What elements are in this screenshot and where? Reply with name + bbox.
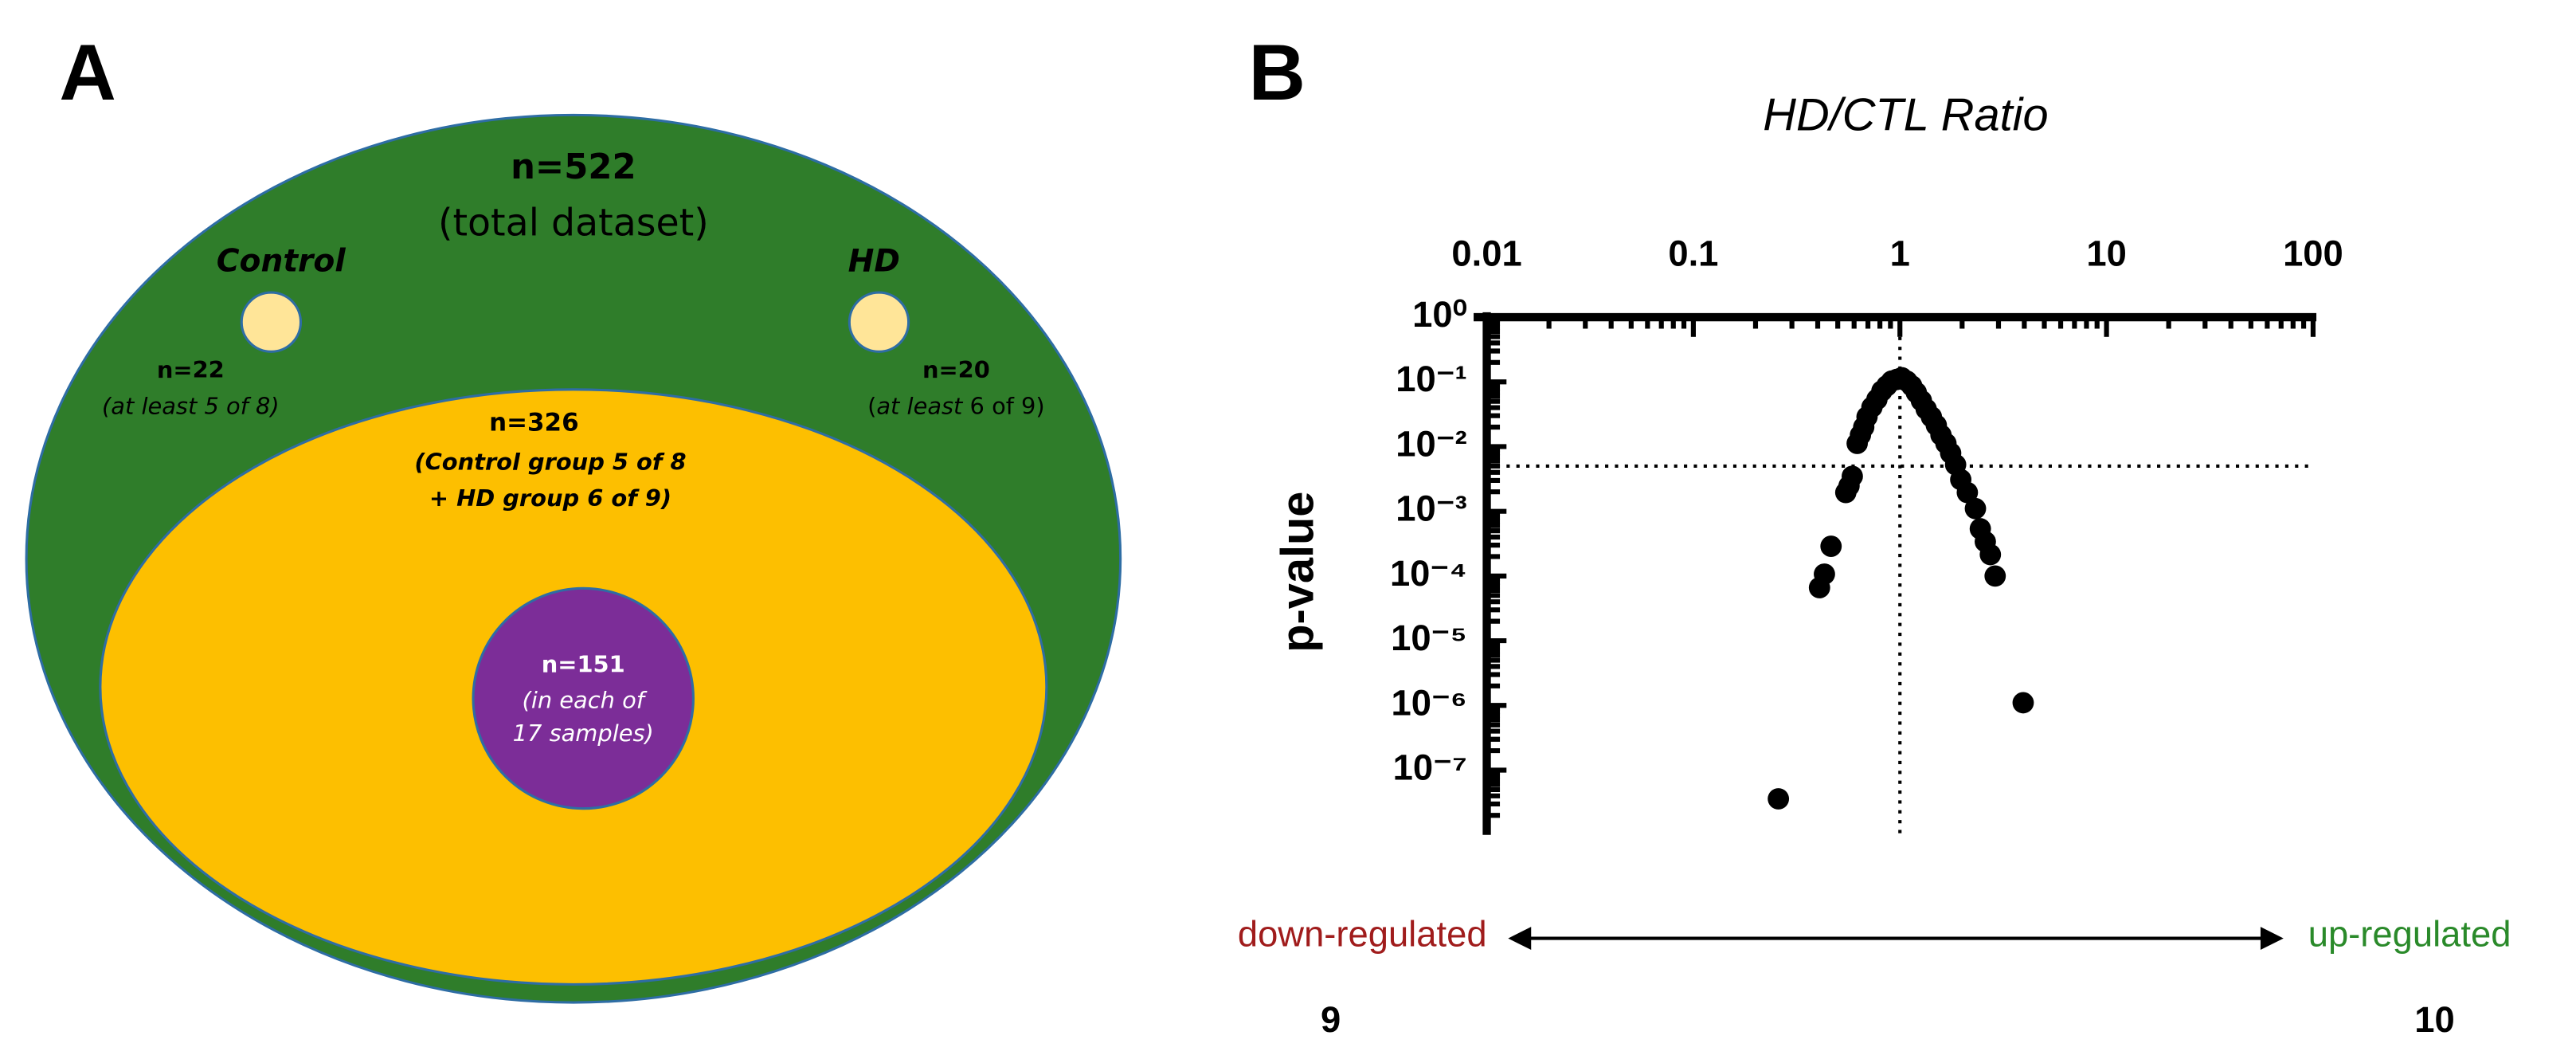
point bbox=[2012, 692, 2034, 714]
panel-label: B bbox=[1249, 28, 1306, 116]
y-tick-label: 10⁰ bbox=[1412, 294, 1467, 335]
y-tick-label: 10⁻² bbox=[1396, 423, 1467, 464]
x-tick-label: 100 bbox=[2283, 233, 2343, 274]
hd-desc-rest: 6 of 9) bbox=[962, 392, 1044, 419]
total-desc: (total dataset) bbox=[438, 202, 709, 245]
hd-desc-open: ( bbox=[867, 392, 876, 419]
up-count: 10 bbox=[2414, 999, 2454, 1040]
point bbox=[1820, 535, 1842, 557]
control-name: Control bbox=[217, 243, 346, 279]
panel-label: A bbox=[59, 28, 115, 116]
both-desc: (Control group 5 of 8 bbox=[414, 449, 686, 476]
all-set bbox=[472, 586, 695, 810]
hd-name: HD bbox=[848, 243, 900, 279]
control-count: n=22 bbox=[157, 356, 225, 383]
hd-desc-italic: at least bbox=[876, 392, 964, 419]
y-tick-label: 10⁻³ bbox=[1396, 488, 1467, 529]
point bbox=[1979, 543, 2002, 566]
control-set bbox=[240, 291, 303, 353]
point bbox=[1768, 788, 1790, 810]
y-tick-label: 10⁻⁴ bbox=[1390, 553, 1467, 594]
both-count: n=326 bbox=[489, 409, 578, 437]
hd-count: n=20 bbox=[922, 356, 990, 383]
x-tick-label: 0.1 bbox=[1668, 233, 1718, 274]
all-count: n=151 bbox=[542, 650, 625, 677]
total-count: n=522 bbox=[511, 147, 636, 187]
x-axis-title: HD/CTL Ratio bbox=[1763, 90, 2048, 141]
down-count: 9 bbox=[1321, 999, 1341, 1040]
all-desc: 17 samples) bbox=[513, 720, 654, 747]
hd-desc: (at least 6 of 9) bbox=[867, 392, 1045, 419]
y-axis-title: p-value bbox=[1273, 492, 1324, 653]
x-tick-label: 0.01 bbox=[1451, 233, 1521, 274]
point bbox=[1964, 497, 1987, 520]
point bbox=[1842, 465, 1863, 488]
panel-b: B HD/CTL Ratio p-value down-regulated up… bbox=[1238, 28, 2511, 1040]
x-tick-label: 1 bbox=[1890, 233, 1910, 274]
down-label: down-regulated bbox=[1238, 914, 1487, 955]
y-tick-label: 10⁻⁶ bbox=[1392, 682, 1467, 723]
y-tick-label: 10⁻⁷ bbox=[1393, 747, 1467, 787]
up-label: up-regulated bbox=[2308, 914, 2511, 955]
x-tick-label: 10 bbox=[2086, 233, 2126, 274]
y-tick-label: 10⁻¹ bbox=[1396, 359, 1467, 399]
all-desc: (in each of bbox=[523, 687, 648, 714]
point bbox=[1984, 565, 2006, 587]
point bbox=[1956, 481, 1979, 504]
both-desc: + HD group 6 of 9) bbox=[429, 484, 671, 512]
control-desc: (at least 5 of 8) bbox=[102, 392, 280, 419]
hd-set bbox=[848, 291, 910, 353]
panel-a: A n=522 (total dataset) Control HD n=22 … bbox=[25, 28, 1122, 1004]
point bbox=[1814, 563, 1835, 585]
y-tick-label: 10⁻⁵ bbox=[1391, 618, 1467, 658]
